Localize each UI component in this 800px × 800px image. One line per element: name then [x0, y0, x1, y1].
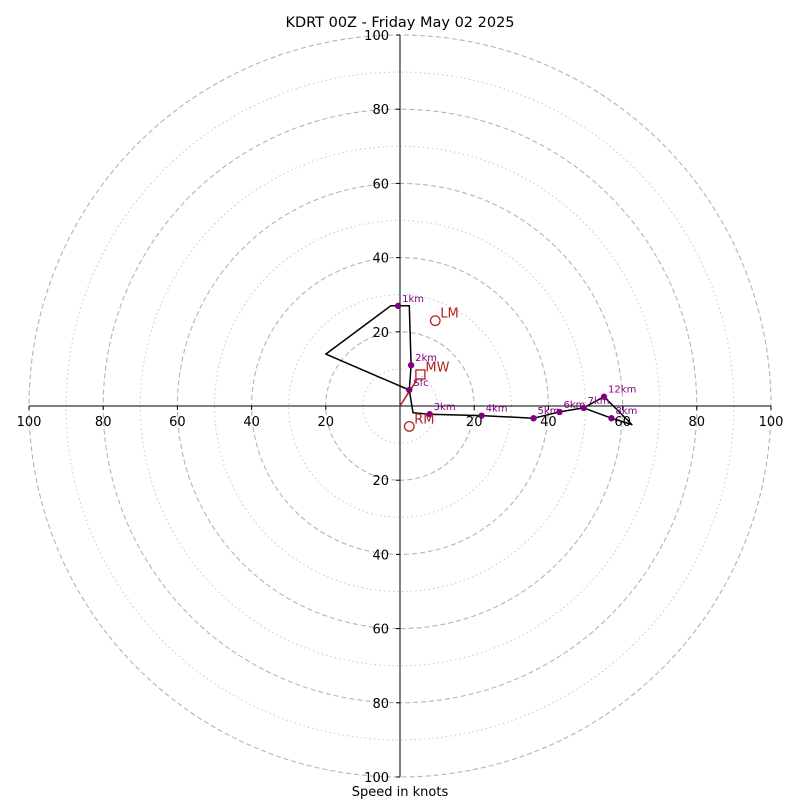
height-label-1km: 1km [402, 294, 424, 305]
hodograph-line [325, 305, 633, 426]
y-tick-label: 20 [372, 326, 389, 341]
storm-label-LM: LM [440, 307, 458, 322]
hodograph-trace [325, 305, 633, 426]
y-tick-label: 60 [372, 177, 389, 192]
storm-label-MW: MW [425, 360, 449, 375]
height-label-Sfc: Sfc [413, 378, 428, 389]
x-tick-label: 40 [243, 415, 260, 430]
height-marker-6km [556, 408, 563, 416]
storm-label-RM: RM [414, 412, 434, 427]
y-tick-label: 100 [364, 771, 389, 786]
height-marker-2km [407, 361, 415, 369]
height-markers: Sfc 2km 1km 3km 4km 5km 6km 7km 8km 12km [394, 294, 637, 422]
x-tick-label: 80 [95, 415, 112, 430]
height-marker-4km [478, 412, 485, 419]
y-tick-label: 80 [372, 697, 389, 712]
x-tick-label: 20 [318, 415, 335, 430]
storm-marker-LM [429, 315, 441, 327]
height-label-8km: 8km [615, 406, 637, 417]
height-marker-3km [426, 410, 433, 418]
y-tick-label: 100 [364, 29, 389, 44]
height-marker-1km [394, 302, 402, 310]
y-tick-label: 80 [372, 103, 389, 118]
x-tick-label: 60 [614, 415, 631, 430]
chart-title: KDRT 00Z - Friday May 02 2025 [285, 15, 514, 31]
height-label-6km: 6km [564, 400, 586, 411]
height-marker-8km [608, 415, 615, 422]
x-tick-label: 60 [169, 415, 186, 430]
x-tick-label: 100 [17, 415, 42, 430]
y-tick-label: 40 [372, 548, 389, 563]
height-marker-5km [530, 415, 537, 422]
x-tick-label: 20 [466, 415, 483, 430]
height-marker-12km [600, 393, 608, 400]
tick-labels: 100 80 60 40 20 20 40 60 80 100100806040202040608… [17, 29, 784, 786]
height-label-5km: 5km [538, 406, 560, 417]
storm-marker-MW [415, 369, 426, 380]
x-axis-label: Speed in knots [352, 785, 449, 800]
x-tick-label: 40 [540, 415, 557, 430]
storm-marker-RM [403, 420, 415, 432]
y-tick-label: 40 [372, 252, 389, 267]
height-label-7km: 7km [588, 396, 610, 407]
height-marker-7km [580, 404, 587, 412]
y-tick-label: 60 [372, 623, 389, 638]
height-label-3km: 3km [434, 402, 456, 413]
storm-motion-points: LM MW RM [403, 307, 459, 432]
height-marker-Sfc [406, 386, 413, 394]
height-label-12km: 12km [608, 385, 636, 396]
y-tick-label: 20 [372, 474, 389, 489]
height-label-4km: 4km [486, 404, 508, 415]
height-label-2km: 2km [415, 353, 437, 364]
x-tick-label: 100 [759, 415, 784, 430]
x-tick-label: 80 [689, 415, 706, 430]
